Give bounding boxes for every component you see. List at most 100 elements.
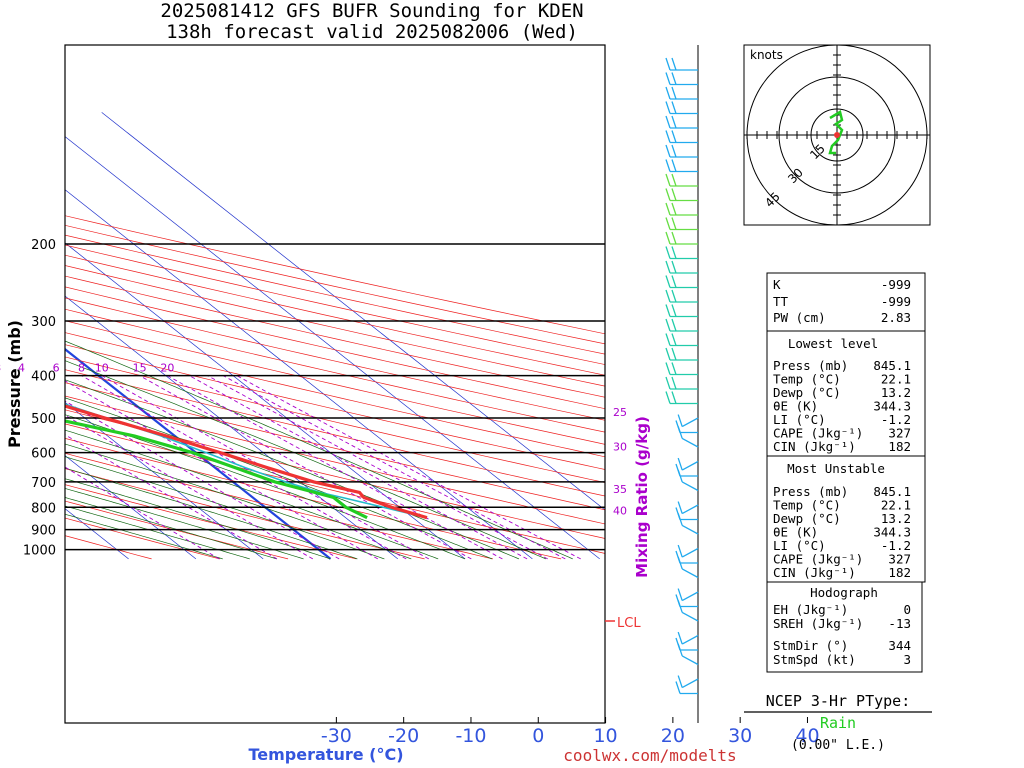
mixing-ratio-line <box>207 375 548 560</box>
mixing-ratio-line <box>167 375 503 560</box>
wind-barb <box>681 547 699 558</box>
hodograph-ring-label-30: 30 <box>785 165 806 186</box>
moist-adiabat-line <box>65 488 304 560</box>
wind-barb <box>681 481 699 492</box>
lowest-level-row-label: CAPE (Jkg⁻¹) <box>773 426 863 441</box>
temperature-tick-label: -30 <box>321 725 352 747</box>
moist-adiabat-line <box>65 443 412 560</box>
wind-barb-flag <box>677 631 683 645</box>
lowest-level-row-value: 344.3 <box>873 399 911 414</box>
wind-barb-flag <box>671 188 677 201</box>
ptype-note: (0.00" L.E.) <box>791 738 885 753</box>
wind-barb-flag <box>665 159 671 172</box>
moist-adiabat-line <box>65 340 573 560</box>
lowest-level-row-value: 845.1 <box>873 358 911 373</box>
wind-barb-flag <box>665 101 671 114</box>
hodograph-ring-label-45: 45 <box>762 189 783 210</box>
wind-barb-flag <box>677 501 683 514</box>
wind-barb-flag <box>665 289 671 303</box>
lowest-level-row-label: Temp (°C) <box>773 372 841 387</box>
hodograph-table-header: Hodograph <box>810 585 878 600</box>
wind-barb-flag <box>671 289 677 303</box>
pressure-tick-label: 300 <box>31 315 56 330</box>
most-unstable-header: Most Unstable <box>787 461 885 476</box>
k-label: K <box>773 277 781 292</box>
wind-barb-flag <box>677 556 683 570</box>
moist-adiabat-line <box>65 505 250 560</box>
mixing-ratio-label: 6 <box>53 362 60 375</box>
wind-barb-flag <box>665 333 671 346</box>
wind-barb-flag <box>677 457 683 471</box>
sounding-traces <box>65 403 428 520</box>
lowest-level-row-label: Dewp (°C) <box>773 385 841 400</box>
pressure-tick-label: 800 <box>31 501 56 516</box>
wind-barb <box>681 655 699 666</box>
wind-barb-flag <box>665 86 671 100</box>
wind-barb-flag <box>677 544 683 558</box>
mixing-ratio-line <box>65 414 314 560</box>
storm-motion-row-label: StmDir (°) <box>773 638 848 653</box>
wind-barb-flag <box>671 231 677 245</box>
moist-adiabat-line <box>65 478 331 560</box>
wind-barb-flag <box>671 173 677 187</box>
temperature-tick-label: 30 <box>728 725 752 747</box>
wind-barb <box>681 417 699 428</box>
moist-adiabat-line <box>65 414 466 560</box>
lowest-level-row-value: 13.2 <box>881 385 911 400</box>
dry-adiabat-line <box>65 517 220 560</box>
dry-adiabat-line <box>65 244 605 365</box>
most-unstable-row-label: Dewp (°C) <box>773 511 841 526</box>
wind-barb-flag <box>671 217 677 230</box>
source-credit: coolwx.com/modelts <box>563 746 736 765</box>
most-unstable-row-label: CAPE (Jkg⁻¹) <box>773 552 863 567</box>
hodograph-unit: knots <box>750 48 783 62</box>
dry-adiabat-line <box>65 423 605 554</box>
x-axis-title: Temperature (°C) <box>248 745 403 764</box>
most-unstable-row-label: Press (mb) <box>773 484 848 499</box>
wind-barb-flag <box>671 159 677 172</box>
tt-label: TT <box>773 294 789 309</box>
freezing-isotherm <box>65 347 332 560</box>
wind-barb-flag <box>665 304 671 317</box>
wind-barb-flag <box>677 600 683 613</box>
wind-barb-flag <box>671 115 677 129</box>
moist-adiabat-line <box>65 513 223 560</box>
wind-barb-flag <box>665 173 671 187</box>
storm-motion-row-value: 3 <box>903 652 911 667</box>
mixing-ratio-line <box>81 375 407 560</box>
most-unstable-row-label: θE (K) <box>773 525 818 540</box>
dry-adiabat-line <box>65 356 605 483</box>
most-unstable-row-value: 182 <box>888 565 911 580</box>
mixing-ratio-label: 8 <box>78 362 85 375</box>
hodograph-trace <box>828 110 844 155</box>
wind-barb <box>681 437 699 448</box>
temperature-tick-label: 10 <box>593 725 617 747</box>
k-value: -999 <box>881 277 911 292</box>
lowest-level-row-value: -1.2 <box>881 412 911 427</box>
wind-barb-flag <box>671 101 677 114</box>
wind-barb-flag <box>665 72 671 85</box>
indices-table: K -999 TT -999 PW (cm) 2.83 Lowest level… <box>766 272 926 673</box>
pressure-tick-label: 500 <box>31 412 56 427</box>
mixing-ratio-label: 4 <box>18 362 25 375</box>
lowest-level-header: Lowest level <box>788 336 878 351</box>
mixing-ratio-line <box>65 400 340 560</box>
wind-barb <box>681 460 699 471</box>
isotherm-line <box>65 401 264 560</box>
temperature-tick-label: 40 <box>795 725 819 747</box>
mixing-ratio-label: 3 <box>0 362 1 375</box>
temperature-tick-label: -20 <box>388 725 419 747</box>
mixing-ratio-line <box>101 375 430 560</box>
wind-barb-flag <box>665 347 671 361</box>
wind-barb <box>681 611 699 622</box>
wind-barb-flag <box>677 588 683 601</box>
moist-adiabat-line <box>65 467 358 560</box>
lowest-level-row-value: 182 <box>888 439 911 454</box>
dry-adiabat-line <box>65 500 289 560</box>
isotherm-line <box>65 189 533 560</box>
hodograph-row-value: -13 <box>888 616 911 631</box>
dry-adiabat-line <box>65 437 562 560</box>
wind-barb <box>681 678 699 689</box>
lcl-label: LCL <box>617 616 641 631</box>
most-unstable-row-value: 13.2 <box>881 511 911 526</box>
